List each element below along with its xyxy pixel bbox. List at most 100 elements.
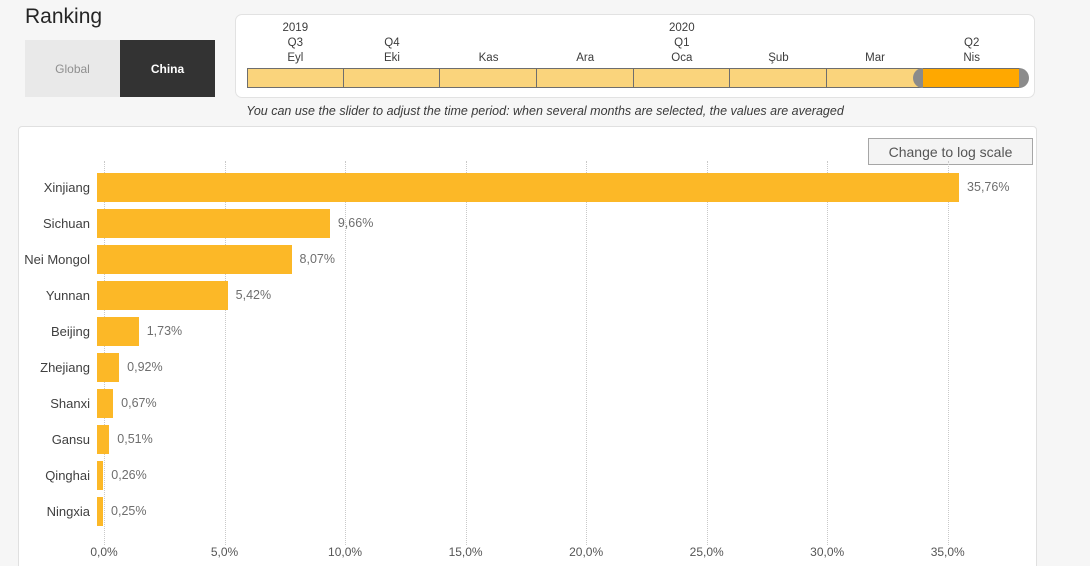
- gridline: [345, 161, 347, 545]
- plot-area: 5,42%: [97, 280, 1001, 310]
- bar[interactable]: [97, 280, 228, 310]
- value-label: 5,42%: [235, 288, 272, 302]
- slider-year-label: [440, 21, 537, 36]
- category-label: Ningxia: [46, 503, 90, 519]
- bar-row: Nei Mongol 8,07%: [19, 241, 1036, 277]
- bar[interactable]: [97, 424, 110, 454]
- value-label: 8,07%: [299, 252, 335, 266]
- value-label: 0,51%: [117, 432, 153, 446]
- slider-quarter-label: Q1: [674, 37, 690, 49]
- slider-column-Mar: Mar: [825, 21, 924, 88]
- value-label: 0,92%: [127, 360, 163, 374]
- value-label: 0,67%: [121, 396, 157, 410]
- plot-area: 0,26%: [97, 460, 1001, 490]
- bar-row: Gansu 0,51%: [19, 421, 1036, 457]
- slider-year-label: [923, 21, 1020, 36]
- x-tick-label: 35,0%: [930, 545, 965, 559]
- plot-area: 9,66%: [97, 208, 1001, 238]
- value-label: 35,76%: [967, 180, 1010, 194]
- time-slider[interactable]: 2019 Q3 Eyl Q4 Eki Kas Ara 2020 Q1 Oca Şub Mar…: [247, 21, 1029, 88]
- gridline: [586, 161, 588, 545]
- value-label: 9,66%: [337, 216, 374, 230]
- slider-quarter-label: Q4: [384, 37, 400, 49]
- slider-column-Ara: Ara: [535, 21, 634, 88]
- slider-column-Kas: Kas: [439, 21, 537, 88]
- slider-handle-right[interactable]: [1019, 68, 1029, 88]
- toggle-china-button[interactable]: China: [120, 40, 215, 97]
- category-label: Zhejiang: [40, 359, 90, 375]
- value-label: 0,26%: [111, 468, 147, 482]
- x-axis: 0,0% 5,0% 10,0% 15,0% 20,0% 25,0% 30,0% 35,0%: [90, 545, 1008, 563]
- slider-month-label: Ara: [576, 52, 595, 64]
- slider-year-label: 2019: [282, 22, 309, 34]
- gridline: [827, 161, 829, 545]
- bar-row: Zhejiang 0,92%: [19, 349, 1036, 385]
- slider-year-label: [537, 21, 634, 36]
- bar[interactable]: [97, 172, 960, 202]
- slider-year-label: [344, 21, 441, 36]
- page-title: Ranking: [25, 5, 103, 28]
- toggle-global-button[interactable]: Global: [25, 40, 120, 97]
- slider-segment-Eyl[interactable]: [247, 68, 344, 88]
- slider-quarter-label: Q3: [287, 37, 303, 49]
- x-tick-label: 30,0%: [810, 545, 845, 559]
- gridline: [706, 161, 708, 545]
- category-label: Beijing: [50, 323, 90, 339]
- slider-column-Eyl: 2019 Q3 Eyl: [247, 21, 344, 88]
- slider-month-label: Oca: [671, 52, 693, 64]
- category-label: Nei Mongol: [24, 251, 90, 267]
- plot-area: 1,73%: [97, 316, 1001, 346]
- slider-year-label: [827, 21, 924, 36]
- slider-month-label: Mar: [865, 52, 885, 64]
- plot-area: 0,67%: [97, 388, 1001, 418]
- x-tick-label: 25,0%: [689, 545, 724, 559]
- x-tick-label: 0,0%: [90, 545, 118, 559]
- slider-segment-Eki[interactable]: [342, 68, 441, 88]
- bar[interactable]: [97, 208, 330, 238]
- slider-segment-Oca[interactable]: [632, 68, 731, 88]
- bar[interactable]: [97, 460, 104, 490]
- bar-row: Qinghai 0,26%: [19, 457, 1036, 493]
- slider-year-label: [730, 21, 827, 36]
- time-slider-card: 2019 Q3 Eyl Q4 Eki Kas Ara 2020 Q1 Oca Şub Mar…: [235, 14, 1035, 98]
- bar[interactable]: [97, 244, 292, 274]
- category-label: Xinjiang: [43, 179, 90, 195]
- bar[interactable]: [97, 388, 114, 418]
- category-label: Gansu: [51, 431, 90, 447]
- slider-column-Eki: Q4 Eki: [342, 21, 441, 88]
- slider-handle-left[interactable]: [913, 68, 924, 88]
- value-label: 1,73%: [146, 324, 183, 338]
- change-log-scale-button[interactable]: Change to log scale: [868, 138, 1033, 165]
- bar-row: Beijing 1,73%: [19, 313, 1036, 349]
- plot-area: 35,76%: [97, 172, 1009, 202]
- slider-quarter-label: [440, 36, 537, 51]
- slider-year-label: 2020: [669, 22, 695, 34]
- x-tick-label: 10,0%: [328, 545, 363, 559]
- scope-toggle: Global China: [25, 40, 215, 97]
- bar-row: Shanxi 0,67%: [19, 385, 1036, 421]
- category-label: Sichuan: [43, 215, 90, 231]
- slider-month-label: Eki: [383, 52, 400, 64]
- value-label: 0,25%: [111, 504, 147, 518]
- slider-column-Oca: 2020 Q1 Oca: [632, 21, 731, 88]
- bar[interactable]: [97, 352, 120, 382]
- slider-quarter-label: [827, 36, 924, 51]
- slider-segment-Kas[interactable]: [439, 68, 537, 88]
- plot-area: 0,25%: [97, 496, 1001, 526]
- bar[interactable]: [97, 316, 139, 346]
- slider-month-label: Eyl: [287, 52, 304, 64]
- slider-column-Nis: Q2 Nis: [913, 21, 1029, 88]
- bar-row: Yunnan 5,42%: [19, 277, 1036, 313]
- slider-quarter-label: Q2: [964, 37, 980, 49]
- slider-segment-Şub[interactable]: [729, 68, 827, 88]
- plot-area: 8,07%: [97, 244, 1001, 274]
- slider-segment-Nis[interactable]: [913, 68, 1029, 88]
- slider-month-label: Şub: [768, 52, 789, 64]
- slider-column-Şub: Şub: [729, 21, 827, 88]
- slider-segment-Mar[interactable]: [825, 68, 924, 88]
- bar[interactable]: [97, 496, 104, 526]
- gridline: [224, 161, 226, 545]
- slider-segment-Ara[interactable]: [535, 68, 634, 88]
- slider-quarter-label: [730, 36, 827, 51]
- slider-hint-text: You can use the slider to adjust the tim…: [246, 104, 844, 118]
